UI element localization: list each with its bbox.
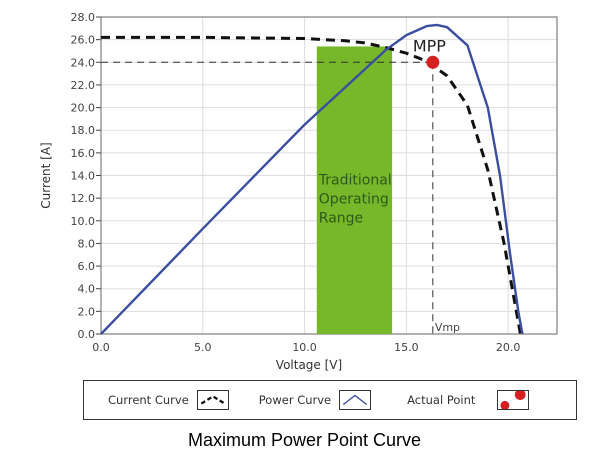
operating-range-label: Operating: [319, 192, 389, 208]
actual-point-marker: [426, 55, 440, 69]
mpp-chart: 0.0 2.0 4.0 6.0 8.0 10.0 12.0 14.0 16.0 18.0 20.0 2…: [39, 11, 558, 372]
y-tick-label: 24.0: [71, 56, 96, 69]
current-curve-swatch-icon: [196, 390, 229, 410]
mpp-label: MPP: [413, 36, 446, 55]
actual-point-swatch-icon: [497, 390, 530, 410]
y-axis-label: Current [A]: [39, 142, 53, 208]
x-axis-label: Voltage [V]: [276, 358, 342, 372]
x-tick-label: 10.0: [292, 341, 317, 354]
y-tick-label: 16.0: [71, 147, 96, 160]
y-tick-label: 4.0: [78, 283, 96, 296]
operating-range-band: [316, 46, 393, 334]
operating-range-label: Traditional: [318, 173, 392, 189]
y-tick-label: 28.0: [71, 11, 96, 24]
power-curve-line: [100, 23, 524, 335]
y-tick-label: 20.0: [71, 102, 96, 115]
y-tick-label: 0.0: [78, 328, 96, 341]
x-tick-label: 20.0: [496, 341, 521, 354]
y-tick-label: 18.0: [71, 124, 96, 137]
y-tick-label: 8.0: [78, 237, 96, 250]
current-curve-line: [101, 35, 522, 335]
legend-label-actual: Actual Point: [407, 393, 476, 407]
legend: Current Curve Power Curve Actual Point: [83, 380, 577, 420]
y-tick-label: 10.0: [71, 215, 96, 228]
vmp-label: Vmp: [435, 321, 460, 334]
x-tick-label: 15.0: [394, 341, 419, 354]
legend-label-power: Power Curve: [258, 393, 332, 407]
operating-range-label: Range: [319, 211, 363, 227]
x-tick-label: 5.0: [194, 341, 212, 354]
power-curve-swatch-icon: [339, 390, 372, 410]
y-tick-label: 2.0: [78, 305, 96, 318]
y-tick-label: 6.0: [78, 260, 96, 273]
y-tick-label: 14.0: [71, 170, 96, 183]
chart-title: Maximum Power Point Curve: [187, 430, 422, 450]
y-tick-label: 26.0: [71, 34, 96, 47]
x-tick-label: 0.0: [92, 341, 110, 354]
legend-label-current: Current Curve: [108, 393, 189, 407]
y-tick-label: 12.0: [71, 192, 96, 205]
y-tick-label: 22.0: [71, 79, 96, 92]
